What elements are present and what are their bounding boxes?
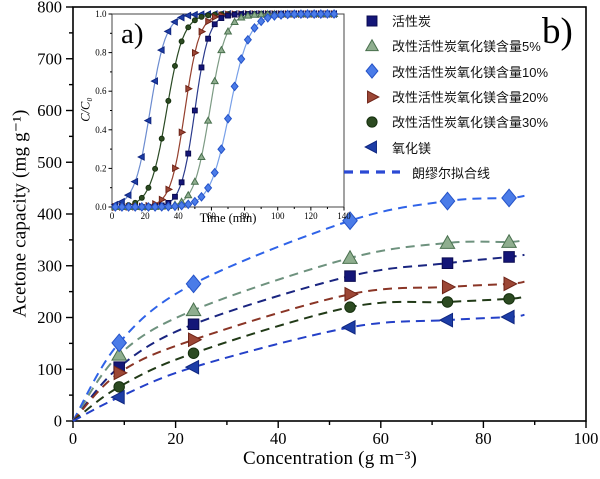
- svg-text:800: 800: [37, 0, 62, 17]
- main-series-triangle-right: [72, 276, 525, 422]
- square-marker-icon: [366, 15, 378, 27]
- svg-text:300: 300: [37, 256, 62, 275]
- legend-item: 改性活性炭氧化镁含量5%: [343, 33, 593, 58]
- svg-text:60: 60: [207, 211, 217, 221]
- panel-label-a: a): [121, 18, 144, 50]
- svg-text:40: 40: [174, 211, 184, 221]
- legend-fit-label: 朗缪尔拟合线: [412, 165, 491, 181]
- main-series-square: [72, 251, 525, 422]
- inset-y-axis-label: C/C₀: [78, 97, 93, 122]
- svg-text:60: 60: [373, 429, 390, 448]
- legend-item-label: 氧化镁: [392, 140, 432, 156]
- legend-item: 活性炭: [343, 8, 593, 33]
- inset-series-diamond: [111, 9, 339, 212]
- main-series-circle: [72, 293, 525, 422]
- langmuir-fit-line: [72, 313, 525, 422]
- main-y-axis-label: Acetone capacity (mg g⁻¹): [9, 109, 31, 318]
- legend-item: 氧化镁: [343, 134, 593, 159]
- svg-text:100: 100: [574, 429, 599, 448]
- legend-item-label: 活性炭: [392, 14, 432, 30]
- svg-text:0.2: 0.2: [95, 163, 106, 173]
- svg-text:0: 0: [69, 429, 77, 448]
- svg-text:0.0: 0.0: [95, 202, 107, 212]
- main-series-diamond: [72, 188, 525, 422]
- svg-text:20: 20: [167, 429, 184, 448]
- inset-axis-ticks: [108, 13, 345, 211]
- legend-item-label: 改性活性炭氧化镁含量10%: [392, 64, 549, 80]
- legend-item-label: 改性活性炭氧化镁含量20%: [392, 90, 549, 106]
- svg-text:0: 0: [110, 211, 115, 221]
- inset-plot: 0 20 40 60 80 100 120 140 0.0 0.2 0.4 0.6 0.8 1.0: [95, 9, 351, 221]
- main-x-axis-label: Concentration (g m⁻³): [243, 448, 417, 469]
- diamond-marker-icon: [365, 63, 379, 80]
- triangle-up-marker-icon: [364, 38, 380, 52]
- langmuir-fit-line: [72, 295, 525, 422]
- triangle-left-marker-icon: [364, 140, 377, 154]
- legend-item: 改性活性炭氧化镁含量30%: [343, 109, 593, 134]
- main-axis-ticks: [66, 6, 587, 428]
- legend: 活性炭 改性活性炭氧化镁含量5% 改性活性炭氧化镁含量10% 改性活性炭氧化镁含…: [343, 8, 593, 185]
- svg-text:600: 600: [37, 101, 62, 120]
- legend-item: 改性活性炭氧化镁含量20%: [343, 84, 593, 109]
- svg-text:1.0: 1.0: [95, 9, 107, 19]
- legend-item-label: 改性活性炭氧化镁含量5%: [392, 39, 541, 55]
- inset-tick-labels: 0 20 40 60 80 100 120 140 0.0 0.2 0.4 0.6 0.8 1.0: [95, 9, 351, 221]
- svg-text:400: 400: [37, 205, 62, 224]
- dashed-line-icon: [344, 170, 400, 175]
- circle-marker-icon: [366, 116, 378, 128]
- svg-text:700: 700: [37, 49, 62, 68]
- triangle-right-marker-icon: [367, 89, 380, 104]
- svg-text:120: 120: [304, 211, 318, 221]
- svg-text:500: 500: [37, 153, 62, 172]
- svg-text:0.4: 0.4: [95, 125, 107, 135]
- svg-text:200: 200: [37, 308, 62, 327]
- svg-text:80: 80: [475, 429, 492, 448]
- svg-text:140: 140: [337, 211, 351, 221]
- main-series-triangle-left: [72, 309, 525, 422]
- svg-text:100: 100: [37, 360, 62, 379]
- main-series-triangle-up: [72, 233, 525, 422]
- langmuir-fit-line: [72, 238, 525, 422]
- svg-text:0.6: 0.6: [95, 86, 107, 96]
- svg-text:100: 100: [271, 211, 285, 221]
- svg-text:20: 20: [141, 211, 151, 221]
- svg-text:0.8: 0.8: [95, 48, 107, 58]
- legend-item: 改性活性炭氧化镁含量10%: [343, 59, 593, 84]
- svg-text:40: 40: [270, 429, 287, 448]
- svg-text:80: 80: [240, 211, 250, 221]
- panel-label-b: b): [542, 11, 573, 52]
- inset-x-axis-label: Time (min): [199, 211, 257, 225]
- legend-item-fit-line: 朗缪尔拟合线: [343, 160, 593, 185]
- legend-item-label: 改性活性炭氧化镁含量30%: [392, 115, 549, 131]
- svg-text:0: 0: [54, 412, 62, 431]
